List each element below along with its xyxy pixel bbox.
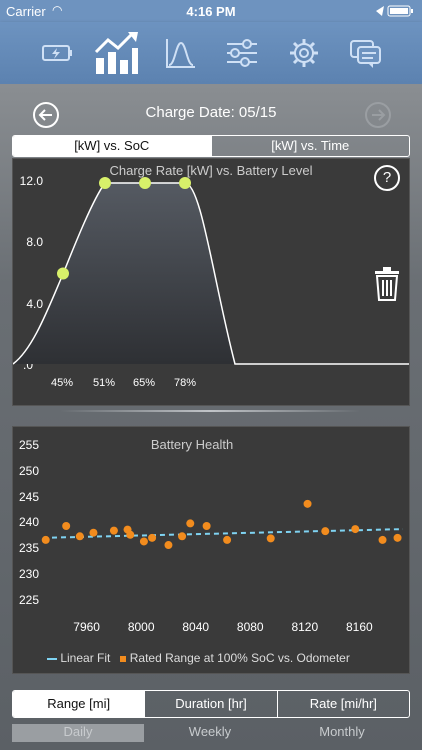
- x-tick: 7960: [73, 620, 100, 634]
- battery-health-chart-panel: Battery Health 255 250 245 240 235 230 225 796…: [12, 426, 410, 674]
- battery-icon[interactable]: [34, 30, 82, 76]
- x-tick: 8000: [127, 620, 155, 634]
- rated-range-point[interactable]: [393, 533, 402, 542]
- charge-rate-chart-panel: Charge Rate [kW] vs. Battery Level ? 12.…: [12, 158, 410, 406]
- charge-rate-area: [13, 183, 235, 364]
- help-button[interactable]: ?: [374, 165, 400, 191]
- tab-rate[interactable]: Rate [mi/hr]: [276, 691, 409, 717]
- rated-range-point[interactable]: [62, 522, 71, 530]
- status-bar: Carrier ◠ 4:16 PM: [0, 0, 422, 22]
- next-date-button[interactable]: [365, 102, 391, 128]
- arrow-left-icon: [38, 109, 52, 121]
- rated-range-point[interactable]: [321, 527, 330, 536]
- x-label: 65%: [133, 377, 156, 389]
- rated-range-point[interactable]: [139, 537, 148, 546]
- rated-range-point[interactable]: [148, 533, 157, 542]
- line-chart-icon[interactable]: [92, 30, 140, 76]
- page-title: Charge Date: 05/15: [145, 104, 277, 121]
- top-nav-bar: [0, 22, 422, 84]
- wifi-icon: ◠: [52, 3, 63, 17]
- divider: [60, 410, 360, 412]
- battery-health-plot: [41, 499, 404, 550]
- y-tick: 225: [18, 592, 39, 607]
- battery-health-title: Battery Health: [150, 437, 234, 452]
- clock: 4:16 PM: [186, 4, 236, 19]
- tab-monthly[interactable]: Monthly: [319, 724, 365, 739]
- previous-date-button[interactable]: [33, 102, 59, 128]
- metric-tabs: Range [mi] Duration [hr] Rate [mi/hr]: [12, 690, 410, 718]
- rated-range-point[interactable]: [41, 535, 50, 544]
- legend-linear-fit-swatch: [47, 657, 57, 660]
- rated-range-point[interactable]: [89, 528, 98, 537]
- period-tabs: Daily Weekly Monthly: [12, 724, 408, 742]
- y-tick: 245: [18, 489, 39, 504]
- sliders-icon[interactable]: [218, 30, 266, 76]
- rated-range-point[interactable]: [351, 525, 360, 534]
- x-label: 78%: [174, 377, 197, 389]
- y-tick: 255: [18, 438, 39, 453]
- charge-rate-curve: [13, 182, 409, 365]
- carrier-label: Carrier: [6, 4, 46, 19]
- chat-icon[interactable]: [342, 30, 390, 76]
- rated-range-point[interactable]: [164, 541, 173, 550]
- tab-range[interactable]: Range [mi]: [13, 691, 145, 717]
- x-label: 45%: [51, 377, 74, 389]
- tab-kw-vs-time[interactable]: [kW] vs. Time: [210, 136, 410, 156]
- legend: Linear Fit Rated Range at 100% SoC vs. O…: [47, 651, 350, 665]
- rated-range-point[interactable]: [266, 534, 275, 543]
- gear-icon[interactable]: [280, 30, 328, 76]
- rated-range-point[interactable]: [126, 530, 135, 539]
- charge-rate-plot: [13, 177, 409, 365]
- tab-kw-vs-soc[interactable]: [kW] vs. SoC: [13, 136, 211, 156]
- charge-rate-chart-title: Charge Rate [kW] vs. Battery Level: [109, 163, 313, 178]
- charge-point-marker[interactable]: [57, 267, 69, 280]
- rated-range-point[interactable]: [223, 535, 232, 544]
- rated-range-point[interactable]: [202, 522, 211, 530]
- chart-mode-tabs: [kW] vs. SoC [kW] vs. Time: [12, 135, 410, 157]
- y-tick: 4.0: [26, 297, 43, 311]
- rated-range-point[interactable]: [109, 526, 118, 535]
- y-tick: 12.0: [19, 174, 43, 188]
- main-content: Charge Date: 05/15 [kW] vs. SoC [kW] vs.…: [0, 84, 422, 750]
- charge-point-marker[interactable]: [99, 177, 111, 189]
- bell-curve-icon[interactable]: [157, 30, 205, 76]
- legend-linear-fit: Linear Fit: [60, 651, 111, 665]
- y-tick: 250: [18, 463, 39, 478]
- tab-weekly[interactable]: Weekly: [188, 724, 232, 739]
- x-tick: 8080: [236, 620, 264, 634]
- charge-point-marker[interactable]: [139, 177, 151, 189]
- battery-status-icon: [374, 4, 414, 21]
- x-tick: 8160: [346, 620, 373, 634]
- y-tick: 230: [18, 566, 39, 581]
- y-tick: 8.0: [26, 235, 43, 249]
- arrow-right-icon: [372, 109, 386, 121]
- legend-rated-range: Rated Range at 100% SoC vs. Odometer: [129, 651, 350, 665]
- x-label: 51%: [93, 377, 116, 389]
- charge-point-marker[interactable]: [179, 177, 191, 189]
- tab-duration[interactable]: Duration [hr]: [144, 691, 276, 717]
- tab-daily[interactable]: Daily: [12, 724, 144, 742]
- y-tick: 235: [18, 541, 39, 556]
- y-tick: .0: [22, 358, 33, 372]
- legend-rated-range-swatch: [120, 655, 127, 662]
- rated-range-point[interactable]: [186, 519, 195, 528]
- y-tick: 240: [18, 515, 39, 530]
- rated-range-point[interactable]: [75, 532, 84, 541]
- x-tick: 8120: [291, 620, 319, 634]
- trash-icon[interactable]: [373, 267, 401, 306]
- rated-range-point[interactable]: [178, 532, 187, 541]
- rated-range-point[interactable]: [303, 499, 312, 508]
- linear-fit-line: [42, 528, 404, 539]
- rated-range-point[interactable]: [378, 535, 387, 544]
- x-tick: 8040: [182, 620, 210, 634]
